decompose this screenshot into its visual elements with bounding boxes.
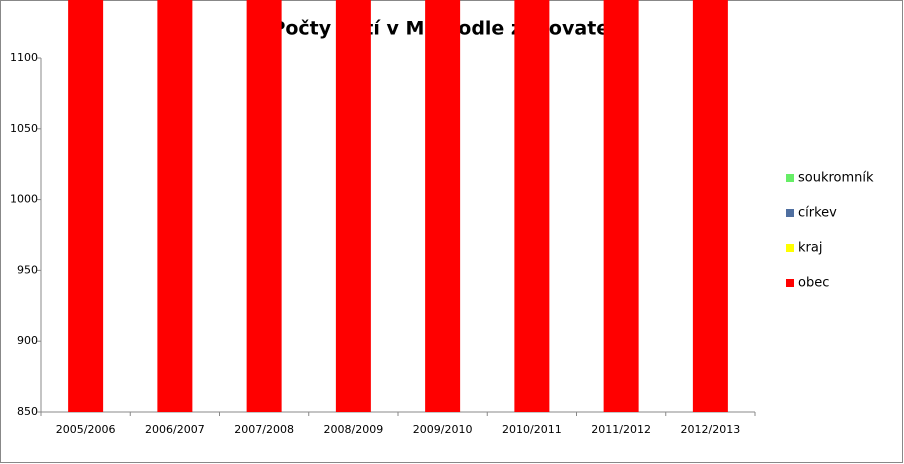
y-tick-label: 950 <box>17 263 38 276</box>
legend-label: kraj <box>798 241 822 256</box>
x-tick-label: 2011/2012 <box>591 423 651 436</box>
y-tick-label: 900 <box>17 334 38 347</box>
legend-label: církev <box>798 206 837 221</box>
bar-segment <box>603 0 639 412</box>
legend-swatch <box>786 209 794 217</box>
y-tick-label: 1000 <box>10 193 38 206</box>
x-tick-label: 2005/2006 <box>56 423 116 436</box>
x-tick-label: 2006/2007 <box>145 423 205 436</box>
bar-segment <box>514 0 550 412</box>
legend-swatch <box>786 174 794 182</box>
x-tick-label: 2012/2013 <box>681 423 741 436</box>
bar-segment <box>425 0 461 412</box>
x-tick-label: 2009/2010 <box>413 423 473 436</box>
x-tick-label: 2010/2011 <box>502 423 562 436</box>
legend-label: obec <box>798 276 829 291</box>
y-tick-label: 1100 <box>10 51 38 64</box>
x-tick-label: 2008/2009 <box>324 423 384 436</box>
bar-segment <box>692 0 728 412</box>
bar-segment <box>68 0 104 412</box>
bar-segment <box>335 0 371 412</box>
legend-swatch <box>786 279 794 287</box>
legend-label: soukromník <box>798 171 874 186</box>
bar-segment <box>246 0 282 412</box>
x-tick-label: 2007/2008 <box>234 423 294 436</box>
y-tick-label: 850 <box>17 405 38 418</box>
legend-swatch <box>786 244 794 252</box>
y-tick-label: 1050 <box>10 122 38 135</box>
bar-segment <box>157 0 193 412</box>
